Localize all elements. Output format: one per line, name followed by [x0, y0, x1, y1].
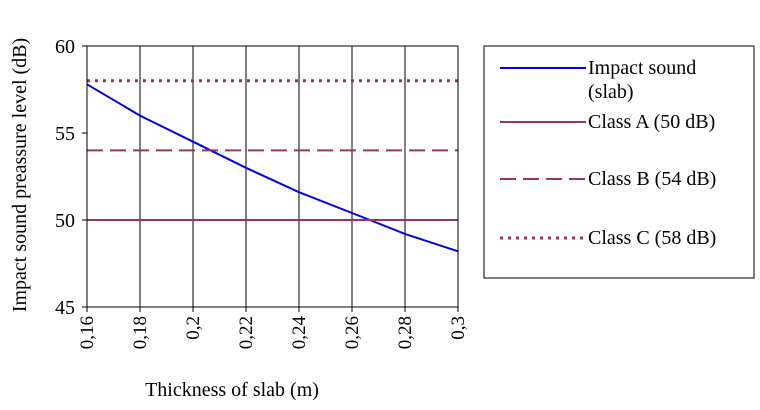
legend: Impact sound (slab) Class A (50 dB) Class B… [483, 45, 755, 279]
x-axis-ticks: 0,16 0,18 0,2 0,22 0,24 0,26 0,28 0,3 [77, 307, 469, 349]
legend-label-4: Class C (58 dB) [588, 227, 716, 249]
x-tick-label: 0,16 [77, 316, 98, 349]
y-tick-label: 45 [55, 297, 75, 319]
x-tick-label: 0,22 [236, 316, 257, 349]
x-tick-label: 0,18 [130, 316, 151, 349]
x-axis-label: Thickness of slab (m) [145, 379, 319, 401]
plot-frame [86, 45, 459, 308]
plot-background [87, 46, 458, 307]
y-axis-ticks: 45 50 55 60 [55, 36, 87, 319]
x-tick-label: 0,28 [395, 316, 416, 349]
legend-box [483, 45, 755, 279]
x-tick-label: 0,26 [342, 316, 363, 349]
x-tick-label: 0,24 [289, 316, 310, 350]
legend-label-2: Class A (50 dB) [588, 111, 715, 133]
legend-label-1: Impact sound (slab) [588, 57, 696, 103]
legend-label-3: Class B (54 dB) [588, 168, 716, 190]
x-tick-label: 0,3 [448, 316, 469, 340]
y-tick-label: 55 [55, 123, 75, 145]
x-tick-label: 0,2 [183, 316, 204, 340]
y-tick-label: 50 [55, 210, 75, 232]
series-line-1 [86, 83, 459, 253]
y-axis-label: Impact sound preassure level (dB) [9, 38, 31, 312]
y-tick-label: 60 [55, 36, 75, 58]
plot-area [86, 45, 459, 308]
